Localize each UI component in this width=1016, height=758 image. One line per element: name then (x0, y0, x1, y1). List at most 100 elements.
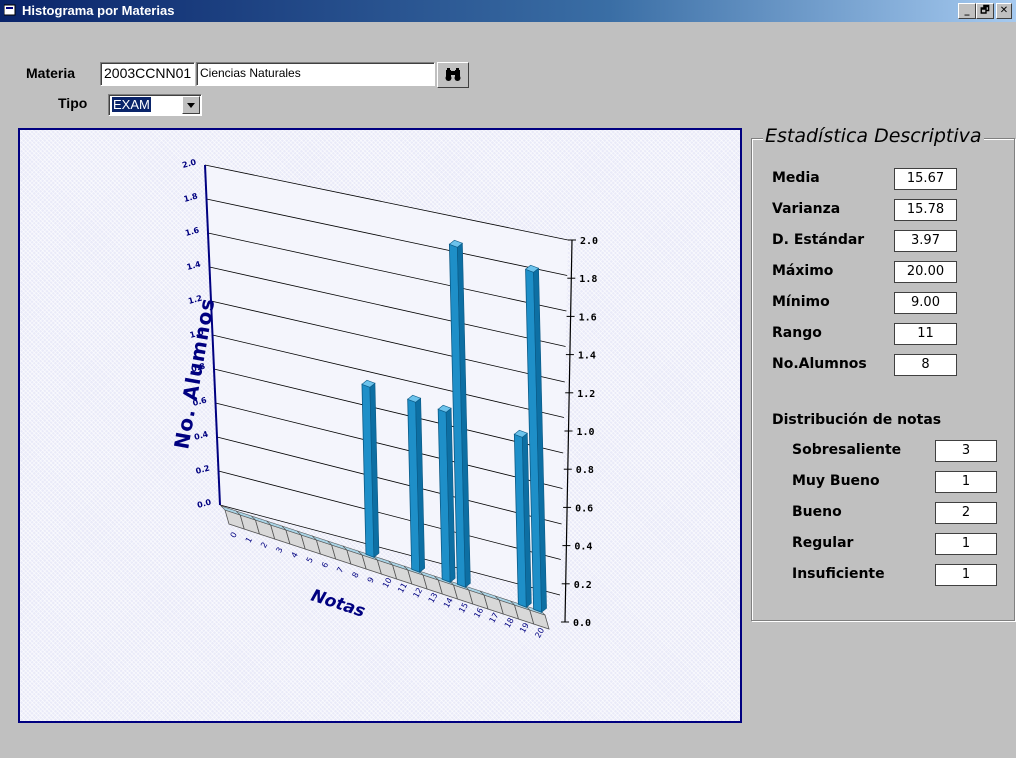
stat-value-field[interactable]: 8 (894, 354, 957, 376)
distribution-value-field[interactable]: 1 (935, 533, 997, 555)
materia-code-field[interactable]: 2003CCNN01 (100, 62, 195, 86)
stat-label: Máximo (772, 263, 834, 279)
distribution-title: Distribución de notas (772, 412, 942, 428)
histogram-bar-top (513, 429, 528, 438)
stats-title: Estadística Descriptiva (763, 125, 984, 147)
gridline (213, 368, 564, 454)
x-tick-label: 10 (381, 576, 394, 589)
distribution-label: Bueno (792, 504, 842, 520)
stat-value-field[interactable]: 20.00 (894, 261, 957, 283)
maximize-button[interactable]: 🗗 (976, 3, 994, 19)
histogram-bar-top (361, 379, 376, 388)
minimize-icon: _ (964, 5, 970, 16)
x-tick-label: 17 (488, 611, 501, 624)
x-tick-label: 12 (411, 586, 424, 599)
y-tick-label-left: 1.2 (187, 294, 203, 306)
tipo-dropdown-button[interactable] (182, 96, 200, 114)
x-axis-title: Notas (308, 586, 367, 622)
x-tick-label: 4 (290, 551, 300, 560)
x-tick-label: 13 (427, 591, 440, 604)
app-icon (4, 4, 16, 16)
x-tick-label: 7 (335, 566, 345, 575)
stat-label: Rango (772, 325, 822, 341)
gridline (218, 470, 561, 560)
chevron-down-icon (187, 103, 195, 108)
distribution-value-field[interactable]: 1 (935, 471, 997, 493)
x-tick-label: 14 (442, 596, 455, 609)
x-tick-label: 16 (472, 606, 485, 619)
gridline (204, 164, 569, 241)
gridline (210, 300, 565, 383)
y-tick-label-right: 1.8 (579, 274, 597, 285)
tipo-selected-value: EXAM (112, 97, 151, 112)
x-tick-label: 3 (274, 546, 284, 555)
binoculars-icon (445, 68, 461, 81)
stat-value-field[interactable]: 9.00 (894, 292, 957, 314)
y-tick-label-right: 0.2 (574, 580, 592, 591)
distribution-label: Insuficiente (792, 566, 885, 582)
search-button[interactable] (437, 62, 469, 88)
x-tick-label: 8 (350, 571, 360, 580)
y-tick-label-right: 0.4 (574, 542, 592, 553)
window-title: Histograma por Materias (22, 3, 175, 18)
y-axis-left (204, 164, 221, 506)
y-tick-label-left: 1.4 (186, 259, 202, 271)
y-tick-label-left: 0.4 (193, 429, 209, 441)
close-button[interactable]: ✕ (996, 3, 1012, 19)
y-tick-label-left: 0.2 (195, 464, 211, 476)
gridline (206, 198, 568, 276)
stat-label: Media (772, 170, 820, 186)
gridline (215, 402, 563, 489)
stat-label: No.Alumnos (772, 356, 867, 372)
x-tick-label: 11 (396, 581, 409, 594)
gridline (219, 504, 561, 596)
y-tick-label-right: 0.0 (573, 618, 591, 629)
y-tick-label-right: 0.8 (576, 465, 594, 476)
y-tick-label-right: 2.0 (580, 236, 598, 247)
minimize-button[interactable]: _ (958, 3, 976, 19)
distribution-value-field[interactable]: 1 (935, 564, 997, 586)
y-axis-title: No. Alumnos (169, 296, 219, 451)
distribution-value-field[interactable]: 2 (935, 502, 997, 524)
y-tick-label-right: 1.6 (579, 312, 597, 323)
x-tick-label: 2 (259, 541, 269, 550)
histogram-bar-top (524, 264, 540, 273)
y-tick-label-left: 0.0 (196, 497, 212, 509)
stat-value-field[interactable]: 11 (894, 323, 957, 345)
y-tick-label-left: 0.6 (192, 395, 208, 407)
histogram-svg: 0.0 0.2 0.4 0.6 0.8 1.0 1.2 1.4 1.6 1.8 2.0 0.0 0.2 0… (169, 157, 598, 639)
stat-value-field[interactable]: 3.97 (894, 230, 957, 252)
materia-label: Materia (26, 65, 76, 81)
histogram-bar-top (407, 394, 422, 403)
y-tick-label-right: 1.2 (577, 389, 595, 400)
y-tick-label-left: 0.8 (190, 361, 206, 373)
chart-back-wall (205, 165, 568, 595)
gridline (209, 266, 566, 347)
x-tick-label: 18 (503, 616, 516, 629)
tipo-select[interactable]: EXAM (108, 94, 202, 116)
stat-label: Varianza (772, 201, 841, 217)
distribution-label: Regular (792, 535, 854, 551)
distribution-value-field[interactable]: 3 (935, 440, 997, 462)
gridline (216, 436, 562, 525)
y-tick-label-right: 1.4 (578, 351, 596, 362)
gridline (207, 232, 567, 312)
histogram-bar-top (448, 239, 463, 248)
x-tick-label: 5 (305, 556, 315, 565)
distribution-label: Muy Bueno (792, 473, 880, 489)
stat-label: Mínimo (772, 294, 830, 310)
x-tick-label: 19 (518, 621, 531, 634)
x-tick-label: 20 (533, 626, 546, 639)
stat-value-field[interactable]: 15.67 (894, 168, 957, 190)
stat-label: D. Estándar (772, 232, 865, 248)
x-tick-label: 1 (244, 536, 254, 545)
distribution-label: Sobresaliente (792, 442, 902, 458)
stat-value-field[interactable]: 15.78 (894, 199, 957, 221)
materia-name-field[interactable]: Ciencias Naturales (196, 62, 435, 86)
x-tick-label: 0 (229, 531, 239, 540)
restore-icon: 🗗 (980, 5, 990, 16)
tipo-label: Tipo (58, 95, 88, 111)
y-tick-label-left: 1.6 (184, 225, 200, 237)
y-tick-label-left: 1.8 (183, 191, 199, 203)
y-tick-label-left: 2.0 (181, 157, 197, 169)
